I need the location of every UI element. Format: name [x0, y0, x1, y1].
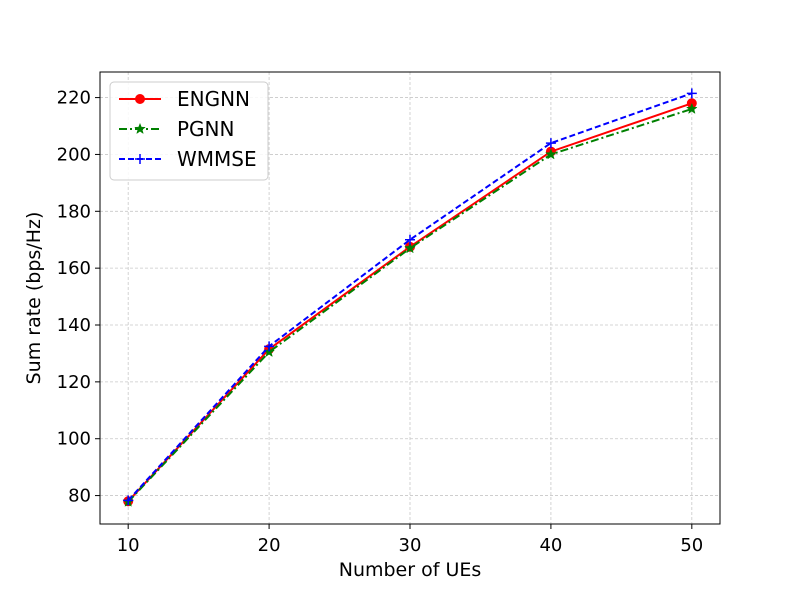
legend-box: [109, 81, 269, 181]
x-tick-label: 20: [258, 535, 281, 556]
series-line-wmmse: [127, 92, 693, 502]
data-point-pgnn: [404, 242, 416, 254]
legend-label-pgnn: PGNN: [177, 117, 234, 141]
y-tick-label: 120: [57, 372, 91, 393]
y-tick-label: 80: [68, 486, 91, 507]
data-point-wmmse: [405, 234, 415, 245]
x-axis-label: Number of UEs: [339, 559, 482, 581]
legend-marker-engnn: [135, 94, 145, 104]
data-point-wmmse: [123, 495, 134, 506]
data-point-pgnn: [544, 148, 557, 160]
y-tick-label: 220: [57, 88, 91, 109]
series-layer: [122, 88, 698, 507]
grid: [100, 72, 720, 524]
legend-marker-pgnn: [134, 122, 146, 135]
y-tick-label: 140: [57, 315, 91, 336]
data-point-wmmse: [545, 138, 556, 149]
y-tick-label: 100: [57, 429, 91, 450]
legend-entry-wmmse: WMMSE: [119, 147, 257, 171]
x-tick-label: 50: [680, 535, 703, 556]
y-tick-label: 180: [57, 201, 91, 222]
x-tick-label: 10: [117, 535, 140, 556]
series-wmmse: [123, 88, 697, 506]
x-tick-label: 40: [539, 535, 562, 556]
legend-entry-pgnn: PGNN: [119, 117, 234, 141]
data-point-wmmse: [264, 341, 275, 352]
y-axis-label: Sum rate (bps/Hz): [23, 212, 45, 385]
legend-label-engnn: ENGNN: [177, 87, 250, 111]
x-tick-label: 30: [399, 535, 422, 556]
legend-marker-wmmse: [135, 154, 145, 164]
y-tick-label: 160: [57, 258, 91, 279]
ticks: 10 20 30 40 50 80 100 120 140 160 180 200 220: [57, 88, 704, 556]
legend-entry-engnn: ENGNN: [119, 87, 250, 111]
data-point-wmmse: [686, 88, 697, 99]
y-tick-label: 200: [57, 144, 91, 165]
legend: ENGNN PGNN WMMSE: [109, 81, 269, 181]
legend-label-wmmse: WMMSE: [177, 147, 257, 171]
data-point-pgnn: [685, 102, 698, 114]
